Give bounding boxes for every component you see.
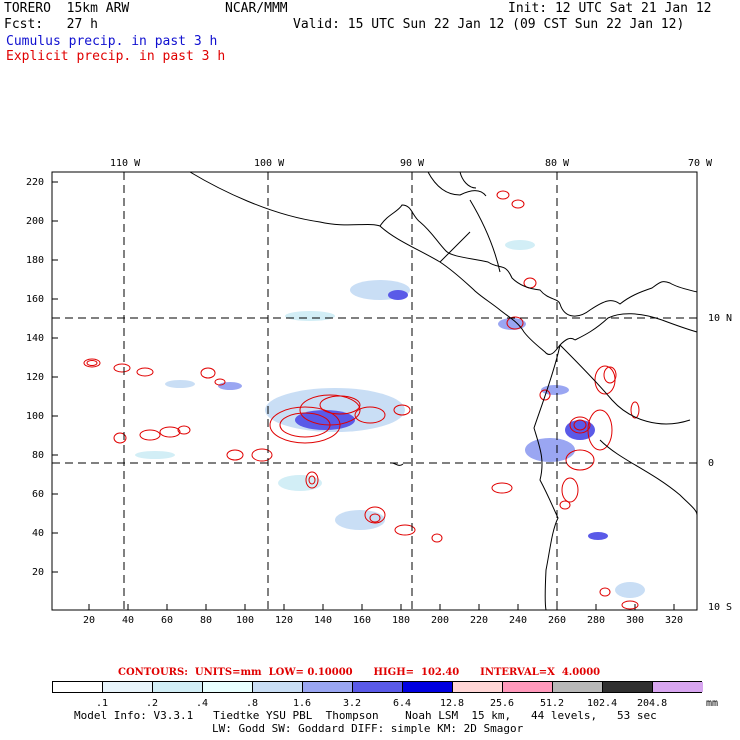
x-tick: 100 xyxy=(236,615,255,626)
y-tick: 180 xyxy=(26,255,45,266)
x-tick: 320 xyxy=(665,615,684,626)
model-title: TORERO 15km ARW xyxy=(4,1,130,16)
x-tick: 140 xyxy=(314,615,333,626)
y-tick: 20 xyxy=(32,567,45,578)
colorbar-cell xyxy=(103,682,153,692)
colorbar-label: 204.8 xyxy=(637,698,668,709)
colorbar-label: 51.2 xyxy=(540,698,565,709)
x-tick: 80 xyxy=(200,615,213,626)
lon-label: 110 W xyxy=(110,158,141,169)
lon-label: 90 W xyxy=(400,158,425,169)
x-tick: 220 xyxy=(470,615,489,626)
colorbar-cell xyxy=(553,682,603,692)
y-tick: 160 xyxy=(26,294,45,305)
valid-time: Valid: 15 UTC Sun 22 Jan 12 (09 CST Sun … xyxy=(293,17,685,32)
y-tick: 120 xyxy=(26,372,45,383)
x-tick: 180 xyxy=(392,615,411,626)
colorbar-label: .8 xyxy=(246,698,259,709)
y-tick: 200 xyxy=(26,216,45,227)
colorbar-label: 6.4 xyxy=(393,698,412,709)
init-time: Init: 12 UTC Sat 21 Jan 12 xyxy=(508,1,712,16)
forecast-hour: Fcst: 27 h xyxy=(4,17,98,32)
colorbar-cell xyxy=(653,682,703,692)
graticule xyxy=(52,172,697,610)
colorbar-cell xyxy=(303,682,353,692)
colorbar-cell xyxy=(453,682,503,692)
legend-cumulus: Cumulus precip. in past 3 h xyxy=(6,34,218,49)
coastlines xyxy=(189,171,698,611)
contour-info: CONTOURS: UNITS=mm LOW= 0.10000 HIGH= 10… xyxy=(118,667,601,678)
colorbar-cell xyxy=(603,682,653,692)
colorbar-label: 25.6 xyxy=(490,698,515,709)
y-tick: 40 xyxy=(32,528,45,539)
colorbar-cell xyxy=(503,682,553,692)
x-tick: 40 xyxy=(122,615,135,626)
colorbar-cell xyxy=(53,682,103,692)
legend-explicit: Explicit precip. in past 3 h xyxy=(6,49,226,64)
frame-ticks xyxy=(52,181,675,610)
colorbar-label: .4 xyxy=(196,698,209,709)
x-tick: 120 xyxy=(275,615,294,626)
colorbar-cell xyxy=(203,682,253,692)
x-tick: 60 xyxy=(161,615,174,626)
colorbar-label: 102.4 xyxy=(587,698,618,709)
lon-label: 100 W xyxy=(254,158,285,169)
colorbar-label: 1.6 xyxy=(293,698,312,709)
colorbar-label: .1 xyxy=(96,698,109,709)
colorbar-label: 3.2 xyxy=(343,698,362,709)
lat-label: 10 S xyxy=(708,602,733,613)
x-tick: 200 xyxy=(431,615,450,626)
lat-label: 0 xyxy=(708,458,715,469)
lat-label: 10 N xyxy=(708,313,733,324)
center-label: NCAR/MMM xyxy=(225,1,288,16)
y-tick: 80 xyxy=(32,450,45,461)
x-tick: 240 xyxy=(509,615,528,626)
explicit-precip-contours xyxy=(83,190,640,610)
colorbar-cell xyxy=(353,682,403,692)
model-info-line2: LW: Godd SW: Goddard DIFF: simple KM: 2D… xyxy=(212,722,524,735)
map-frame xyxy=(51,171,698,611)
model-info-line1: Model Info: V3.3.1 Tiedtke YSU PBL Thomp… xyxy=(74,709,657,722)
y-tick: 60 xyxy=(32,489,45,500)
lon-label: 70 W xyxy=(688,158,713,169)
x-tick: 280 xyxy=(587,615,606,626)
y-tick: 220 xyxy=(26,177,45,188)
y-tick: 100 xyxy=(26,411,45,422)
colorbar-cell xyxy=(403,682,453,692)
y-tick: 140 xyxy=(26,333,45,344)
x-tick: 300 xyxy=(626,615,645,626)
colorbar-cell xyxy=(153,682,203,692)
x-tick: 160 xyxy=(353,615,372,626)
x-tick: 260 xyxy=(548,615,567,626)
cumulus-precip-areas xyxy=(135,240,645,598)
x-tick: 20 xyxy=(83,615,96,626)
colorbar-units: mm xyxy=(706,698,719,709)
colorbar xyxy=(52,681,703,693)
lon-label: 80 W xyxy=(545,158,570,169)
colorbar-label: .2 xyxy=(146,698,159,709)
colorbar-cell xyxy=(253,682,303,692)
colorbar-label: 12.8 xyxy=(440,698,465,709)
